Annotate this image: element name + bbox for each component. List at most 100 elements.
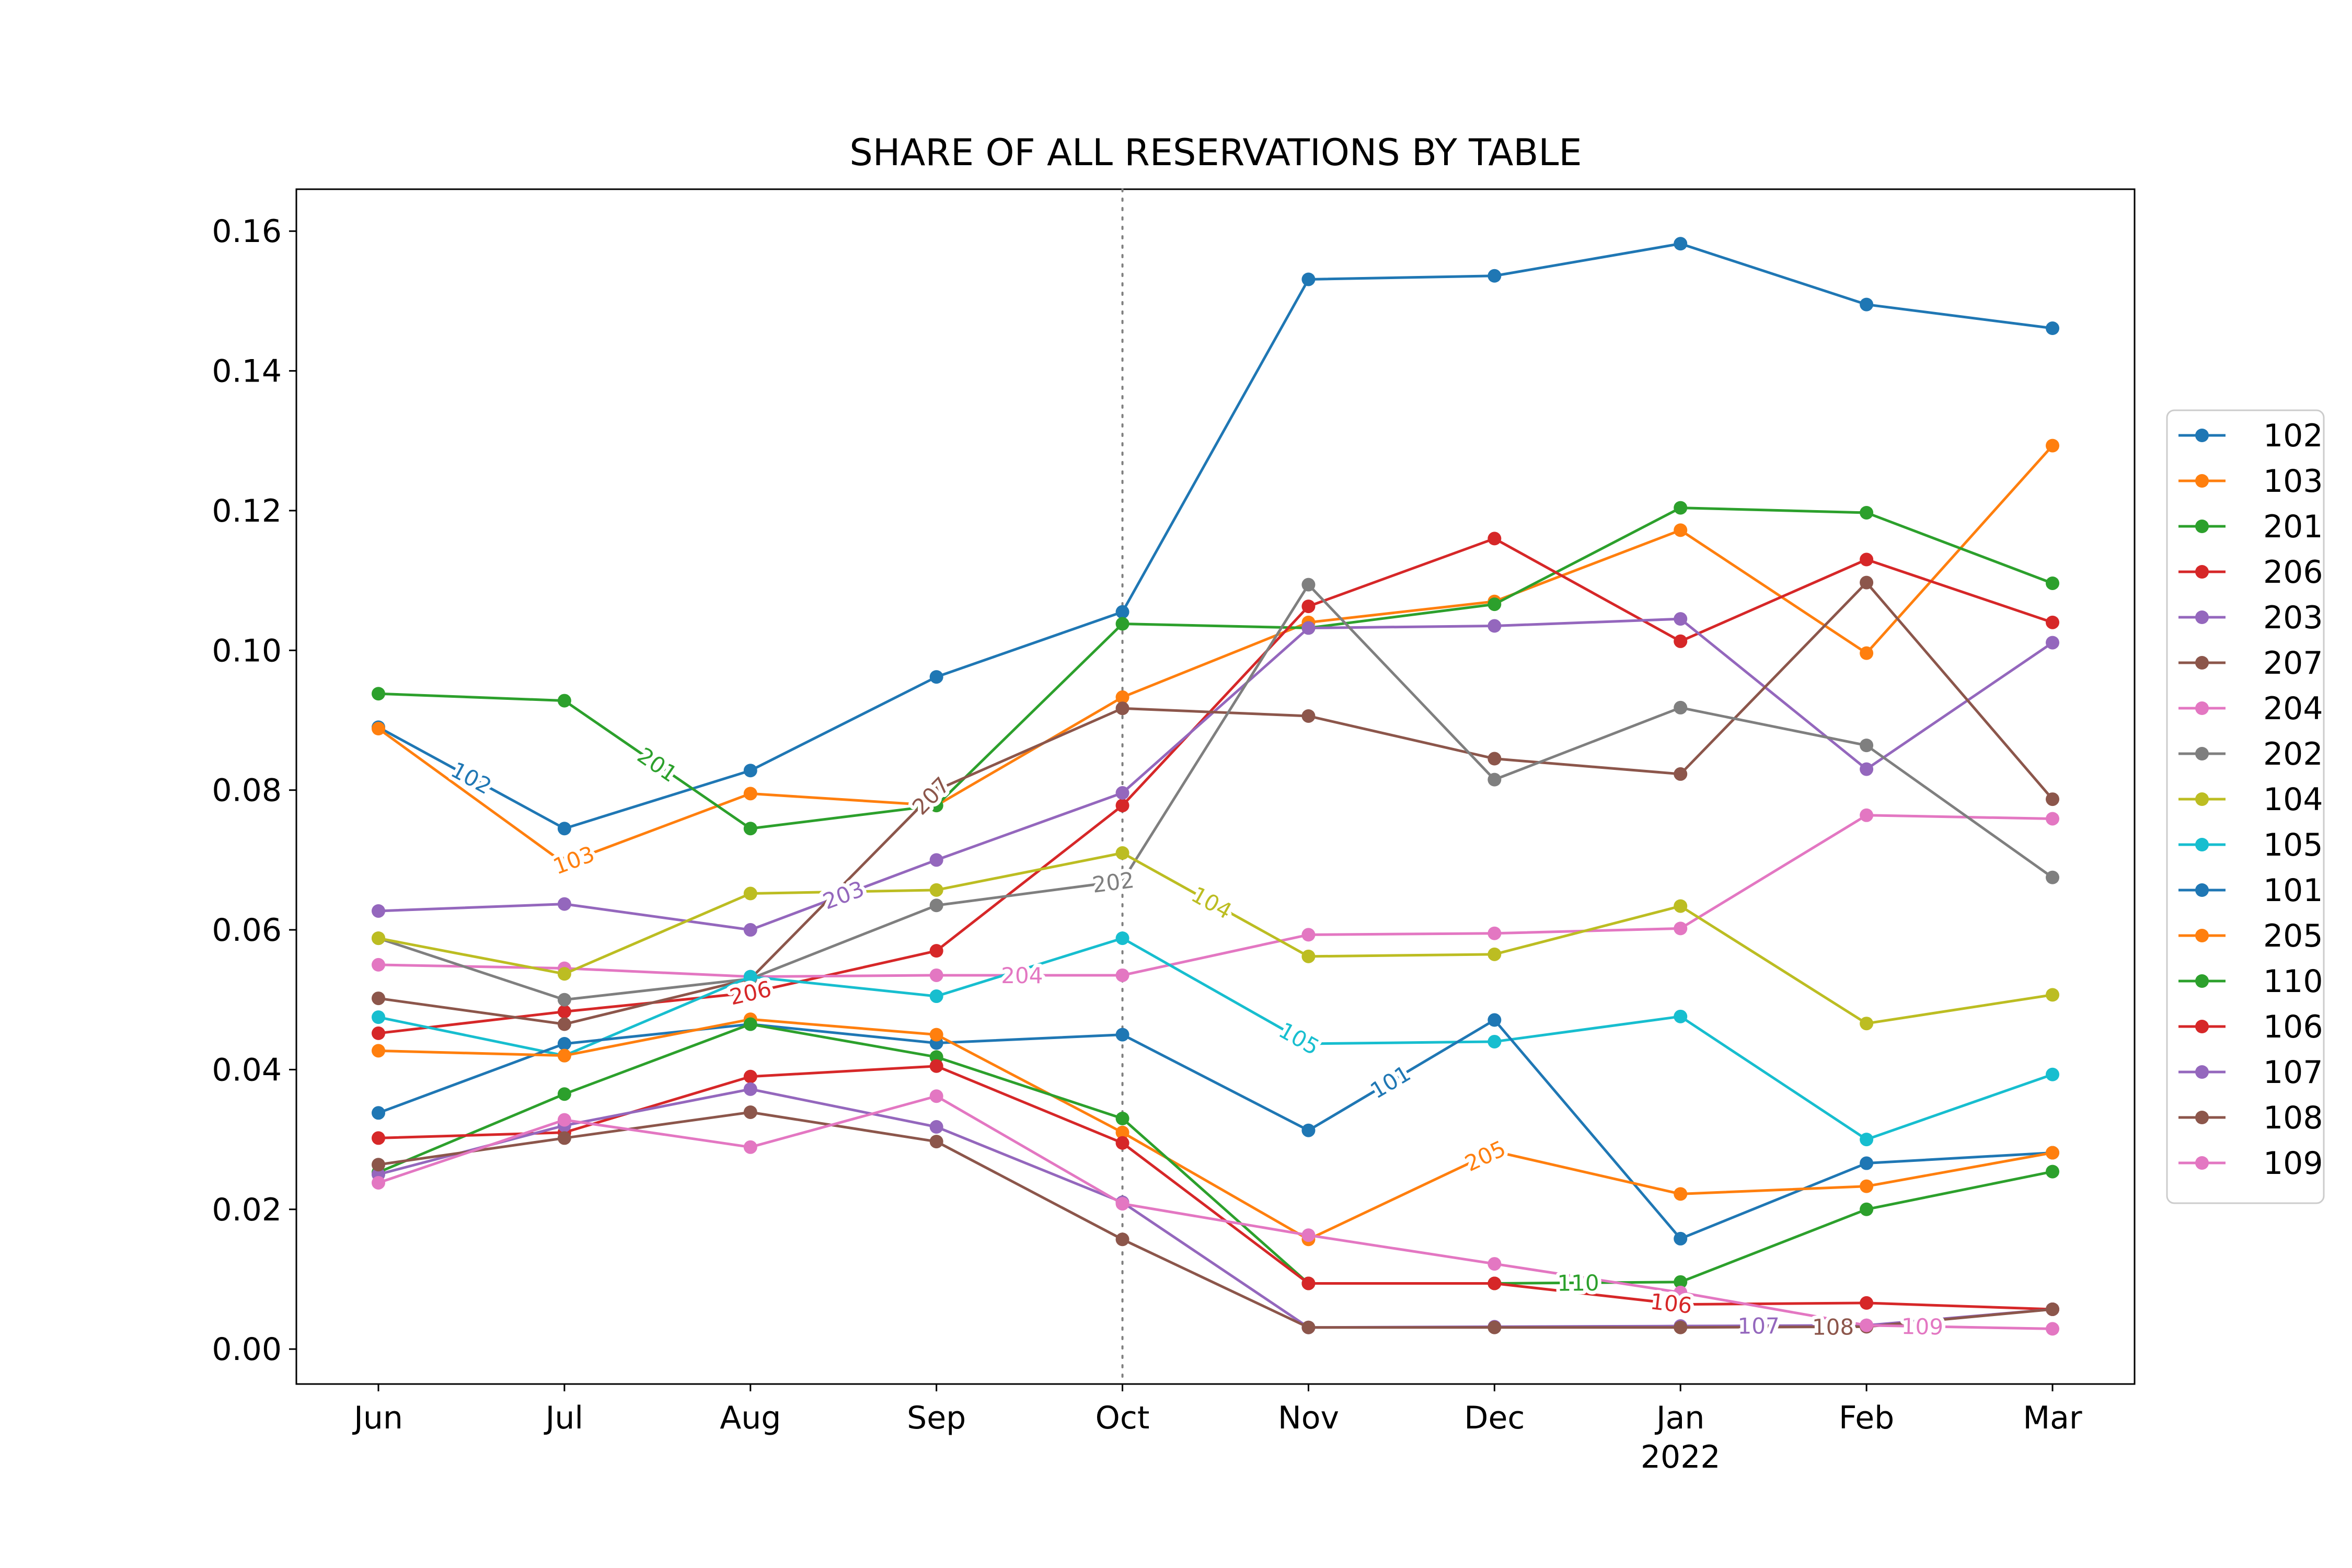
data-point-205	[1860, 1179, 1874, 1193]
data-point-207	[1860, 575, 1874, 590]
data-point-106	[1860, 1296, 1874, 1310]
x-tick-label: Feb	[1839, 1400, 1894, 1436]
data-point-206	[2046, 615, 2059, 629]
legend-entry-107: 107	[2178, 1054, 2323, 1091]
data-point-104	[1115, 846, 1129, 860]
legend-box	[2166, 409, 2325, 1204]
legend-label: 207	[2263, 645, 2323, 682]
data-point-110	[1674, 1275, 1688, 1289]
data-point-110	[557, 1087, 571, 1101]
data-point-104	[1301, 949, 1316, 963]
data-point-105	[372, 1010, 385, 1024]
legend-label: 110	[2263, 963, 2323, 1000]
inline-label-107: 107	[1738, 1313, 1780, 1339]
legend-entry-201: 201	[2178, 509, 2323, 545]
y-tick-label: 0.08	[212, 773, 282, 809]
data-point-206	[1860, 552, 1874, 567]
data-point-109	[1301, 1228, 1316, 1242]
series-line-201	[378, 506, 2053, 830]
data-point-102	[2046, 321, 2059, 336]
data-point-101	[1301, 1123, 1316, 1137]
data-point-201	[1488, 597, 1502, 612]
data-point-109	[743, 1140, 757, 1154]
data-point-207	[372, 991, 385, 1006]
data-point-202	[557, 993, 571, 1007]
plot-frame	[295, 188, 2136, 1385]
legend-entry-202: 202	[2178, 736, 2323, 773]
legend-label: 102	[2263, 418, 2323, 454]
data-point-205	[2046, 1146, 2059, 1160]
data-point-106	[372, 1131, 385, 1145]
legend-entry-206: 206	[2178, 554, 2323, 591]
data-point-103	[2046, 439, 2059, 453]
x-tick-label: Jul	[544, 1400, 583, 1436]
data-point-204	[1860, 808, 1874, 822]
data-point-207	[557, 1017, 571, 1031]
data-point-102	[1115, 605, 1129, 619]
data-point-205	[557, 1048, 571, 1063]
data-point-104	[557, 967, 571, 981]
legend-label: 107	[2263, 1054, 2323, 1091]
data-point-204	[929, 968, 943, 982]
x-tick-label: Sep	[907, 1400, 966, 1436]
series-109	[372, 1089, 2059, 1336]
legend-swatch-marker	[2195, 701, 2209, 715]
data-point-108	[743, 1105, 757, 1119]
data-point-108	[1301, 1320, 1316, 1334]
data-point-105	[743, 970, 757, 984]
data-point-207	[929, 783, 943, 797]
inline-label-109: 109	[1901, 1313, 1943, 1340]
y-tick-label: 0.14	[212, 353, 282, 390]
data-point-107	[929, 1120, 943, 1134]
series-202	[372, 578, 2059, 1007]
legend-entry-104: 104	[2178, 781, 2323, 818]
legend-entry-207: 207	[2178, 645, 2323, 682]
series-line-103	[377, 444, 2054, 865]
legend-swatch-marker	[2195, 1111, 2209, 1124]
series-line-202	[378, 583, 2054, 1001]
data-point-203	[1488, 619, 1502, 633]
legend-entry-105: 105	[2178, 827, 2323, 863]
legend: 102 103 201 206 203 207 204 202 104 105 101 205 110 1…	[2166, 409, 2325, 1204]
inline-label-110: 110	[1557, 1270, 1599, 1296]
series-201	[372, 501, 2059, 836]
series-104	[372, 846, 2059, 1031]
data-point-201	[743, 822, 757, 836]
y-tick-label: 0.10	[212, 632, 282, 669]
data-point-201	[2046, 576, 2059, 590]
x-tick-label: Oct	[1096, 1400, 1150, 1436]
legend-entry-101: 101	[2178, 872, 2323, 909]
data-point-106	[1488, 1276, 1502, 1290]
legend-label: 203	[2263, 599, 2323, 636]
data-point-109	[929, 1089, 943, 1103]
data-point-104	[1860, 1017, 1874, 1031]
x-tick-label: Aug	[720, 1400, 781, 1436]
legend-swatch-marker	[2195, 474, 2209, 488]
data-point-110	[2046, 1165, 2059, 1179]
data-point-202	[1488, 773, 1502, 787]
series-line-110	[378, 1023, 2053, 1285]
x-tick-label: Nov	[1278, 1400, 1339, 1436]
data-point-107	[743, 1082, 757, 1096]
series-line-106	[378, 1065, 2053, 1311]
legend-swatch-marker	[2195, 1020, 2209, 1033]
data-point-103	[1674, 523, 1688, 537]
data-point-202	[1860, 739, 1874, 753]
legend-entry-108: 108	[2178, 1100, 2323, 1136]
data-point-203	[743, 923, 757, 937]
series-line-204	[378, 814, 2053, 978]
data-point-101	[372, 1106, 385, 1120]
legend-swatch-marker	[2195, 520, 2209, 533]
data-point-201	[1860, 505, 1874, 520]
data-point-205	[1115, 1125, 1129, 1139]
data-point-203	[372, 904, 385, 918]
data-point-105	[2046, 1067, 2059, 1081]
legend-label: 109	[2263, 1145, 2323, 1182]
data-point-206	[743, 986, 757, 1000]
data-point-203	[557, 897, 571, 911]
data-point-106	[743, 1069, 757, 1083]
y-tick-label: 0.06	[212, 912, 282, 949]
legend-swatch-marker	[2195, 747, 2209, 760]
data-point-201	[1115, 617, 1129, 631]
